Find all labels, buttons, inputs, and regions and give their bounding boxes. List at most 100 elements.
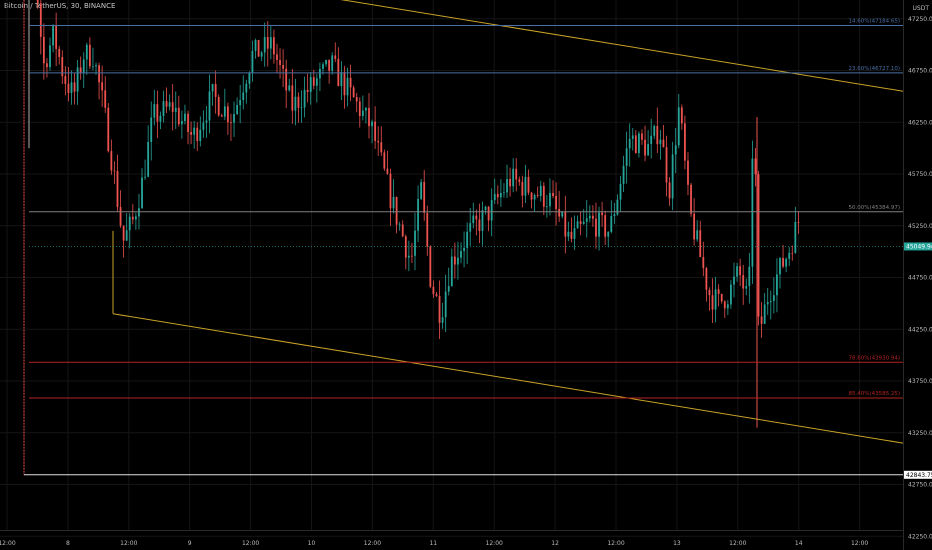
x-tick-label: 14 [795, 540, 803, 547]
candle [411, 242, 413, 264]
candle [49, 37, 51, 71]
candle [472, 202, 475, 229]
x-tick-label: 12:00 [364, 540, 381, 547]
channel-lower-line [112, 313, 904, 444]
candle [113, 161, 116, 184]
candle [496, 185, 499, 205]
candle [156, 90, 159, 138]
x-tick-label: 12:00 [486, 540, 503, 547]
candle [564, 195, 567, 254]
time-axis[interactable]: 12:00 8 12:00 9 12:00 10 12:00 11 12:00 12 12:00 13… [0, 530, 903, 548]
candle [441, 302, 444, 329]
candle [141, 168, 143, 209]
candle [331, 52, 334, 75]
candle [791, 245, 794, 261]
candle [285, 59, 288, 109]
candle [346, 67, 349, 107]
candle [585, 199, 588, 238]
candle [733, 262, 735, 298]
x-tick-label: 12:00 [242, 540, 259, 547]
candle [101, 65, 104, 107]
y-tick-label: 42250.00 [908, 533, 932, 540]
candle [414, 212, 416, 271]
price-axis[interactable]: USDT52250.0051750.0051250.0050750.005025… [903, 0, 932, 550]
candle [352, 85, 355, 98]
candle [533, 193, 536, 212]
candle [613, 202, 616, 224]
candle [539, 180, 542, 202]
candle [650, 118, 653, 159]
candle [398, 221, 401, 231]
candle [552, 180, 554, 199]
y-tick-label: 42750.00 [908, 482, 932, 489]
candle [708, 287, 711, 311]
candle [444, 274, 447, 333]
candle [239, 84, 242, 124]
candle [684, 115, 686, 170]
candle [570, 217, 573, 243]
candle [797, 211, 800, 234]
candle [717, 284, 720, 307]
candle [518, 176, 521, 186]
y-tick-label: 46750.00 [908, 68, 932, 75]
x-tick-label: 12:00 [120, 540, 137, 547]
candle [107, 103, 110, 153]
candle [73, 72, 76, 105]
candle [622, 155, 625, 192]
candle [211, 83, 214, 106]
candle [236, 97, 239, 116]
candle [230, 113, 232, 142]
fib-level-label: 85.40%(43585.25) [848, 391, 900, 397]
channel-upper-line [340, 0, 904, 92]
candle [426, 205, 429, 256]
candle [168, 94, 171, 111]
candle [177, 95, 180, 127]
candle [325, 59, 327, 67]
candle [300, 90, 303, 123]
candle [680, 104, 683, 130]
candle [487, 206, 490, 232]
candle [757, 170, 760, 326]
candle [699, 220, 702, 258]
candle [245, 79, 248, 104]
candle [638, 131, 640, 158]
candle [58, 45, 61, 65]
candle [254, 38, 257, 59]
candle [607, 231, 610, 248]
candle [279, 48, 281, 79]
candle [723, 300, 726, 318]
candle [220, 113, 223, 117]
y-tick-label: 44750.00 [908, 275, 932, 282]
candle [208, 74, 211, 134]
candle [260, 50, 263, 62]
candle [334, 42, 337, 63]
candle [122, 225, 125, 258]
candle [705, 266, 708, 302]
candle [227, 102, 229, 135]
candle [601, 201, 604, 227]
candle [282, 49, 285, 88]
candle [340, 61, 343, 100]
candle [588, 205, 591, 223]
candle [687, 152, 689, 196]
candle [545, 194, 548, 218]
candle [647, 129, 650, 156]
candle [481, 201, 484, 246]
candle [343, 65, 346, 109]
candle [785, 257, 788, 273]
fib-level-label: 23.60%(46727.10) [848, 66, 900, 72]
candle [131, 204, 134, 225]
candle [193, 120, 196, 149]
x-tick-label: 10 [308, 540, 316, 547]
candle [217, 94, 220, 117]
candle [720, 293, 723, 304]
candle [644, 125, 646, 162]
candle [634, 130, 637, 154]
candle [119, 190, 122, 228]
candle [319, 62, 321, 92]
candle [269, 24, 272, 60]
candle [656, 107, 659, 154]
candle [558, 190, 561, 222]
candle [696, 220, 699, 242]
